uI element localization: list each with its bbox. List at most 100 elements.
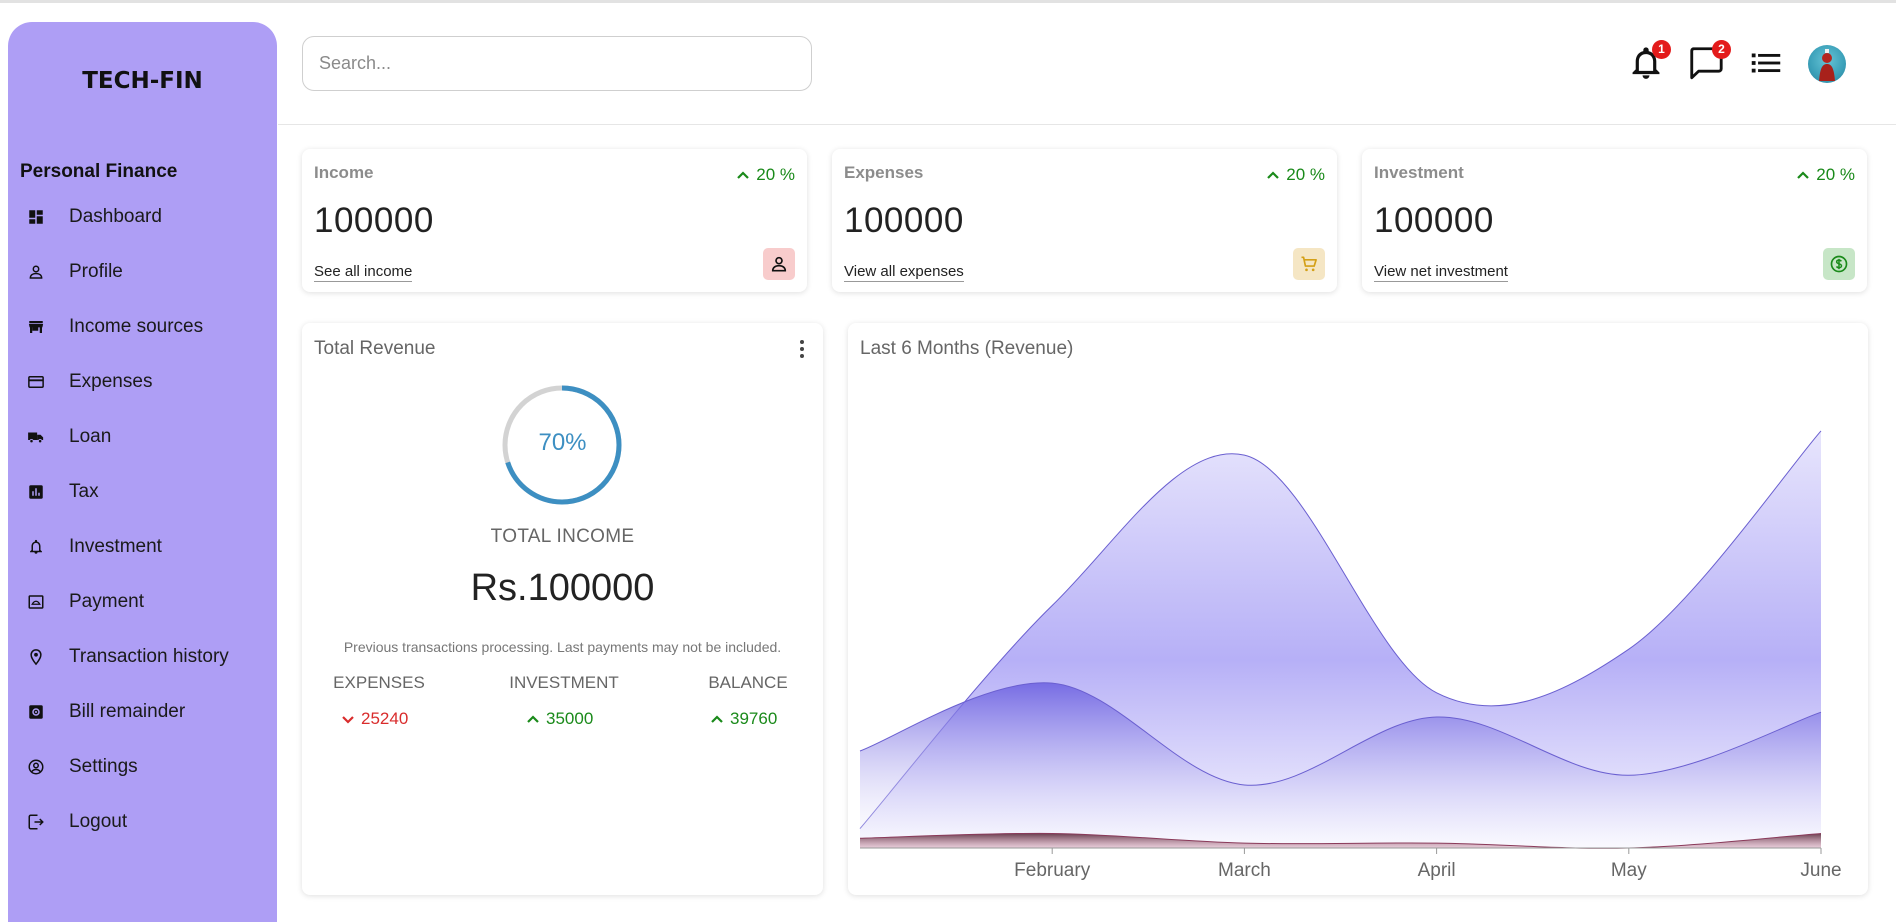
sidebar-item-label: Payment [69,591,144,612]
series-line-3 [859,832,1822,849]
location-icon-wrap [27,648,45,666]
stat-card-expenses: Expenses 20 % 100000 View all expenses [832,149,1337,292]
notifications-button[interactable]: 1 [1627,40,1671,82]
series-area-2 [860,682,1821,848]
summary-value-balance: 39760 [710,709,777,729]
window-top-border [0,0,1896,3]
x-tick-label: June [1800,860,1841,881]
stat-icon-box [1823,248,1855,280]
logout-icon [28,814,44,830]
sidebar-item-label: Profile [69,261,123,282]
summary-value-expenses: 25240 [341,709,408,729]
person-icon [29,265,43,279]
sidebar-item-label: Income sources [69,316,204,337]
chevron-up-icon [737,171,750,179]
credit-card-icon [28,376,44,388]
stat-icon-box [1293,248,1325,280]
income-progress-ring [502,385,622,505]
stat-change-value: 20 % [1286,165,1325,184]
stat-title: Income [314,163,374,182]
x-tick-label: May [1611,860,1647,881]
progress-percent-label: 70% [538,429,587,456]
more-options-icon[interactable] [799,339,805,359]
stat-value: 100000 [844,201,964,240]
sidebar-item-label: Logout [69,811,128,832]
stat-icon-box [763,248,795,280]
cart-icon [1301,256,1317,272]
chevron-up-icon [1267,171,1280,179]
logout-icon-wrap [27,813,45,831]
bar-chart-icon-wrap [27,483,45,501]
bell-icon [1632,47,1660,79]
wallet-icon [28,595,44,609]
sidebar-item-bill-remainder[interactable]: Bill remainder [8,692,277,732]
stat-title: Investment [1374,163,1464,182]
stat-card-income: Income 20 % 100000 See all income [302,149,807,292]
sidebar-item-payment[interactable]: Payment [8,582,277,622]
summary-label-expenses: EXPENSES [333,673,425,692]
bar-chart-icon [29,485,43,499]
total-income-label: TOTAL INCOME [490,526,635,547]
gear-box-icon [29,705,43,719]
sidebar-item-income-sources[interactable]: Income sources [8,307,277,347]
sidebar-item-label: Transaction history [69,646,229,667]
sidebar-item-label: Expenses [69,371,153,392]
chevron-up-icon [1797,171,1810,179]
bell-icon-wrap [27,538,45,556]
notifications-badge: 1 [1652,40,1671,59]
summary-value-text: 35000 [546,709,594,728]
series-line-1 [859,430,1822,829]
sidebar-item-label: Bill remainder [69,701,186,722]
summary-value-text: 39760 [730,709,778,728]
stat-value: 100000 [1374,201,1494,240]
stat-link[interactable]: View all expenses [844,263,964,282]
dollar-icon [1830,255,1848,273]
messages-badge: 2 [1712,40,1731,59]
menu-list-button[interactable] [1747,44,1785,82]
header-divider [278,124,1896,125]
stat-link[interactable]: View net investment [1374,263,1508,282]
sidebar-item-tax[interactable]: Tax [8,472,277,512]
sidebar-section-title: Personal Finance [20,161,178,182]
truck-icon-wrap [27,428,45,446]
chevron-up-icon [711,715,723,723]
stat-change-value: 20 % [1816,165,1855,184]
series-line-2 [859,682,1822,786]
truck-icon [28,432,44,444]
chevron-up-icon [527,715,539,723]
avatar-figure-icon [1819,49,1835,81]
sidebar-item-label: Loan [69,426,112,447]
chart-title: Last 6 Months (Revenue) [860,338,1074,359]
sidebar-item-loan[interactable]: Loan [8,417,277,457]
series-area-3 [860,833,1821,849]
sidebar-item-profile[interactable]: Profile [8,252,277,292]
stat-title: Expenses [844,163,924,182]
sidebar-item-logout[interactable]: Logout [8,802,277,842]
person-icon [771,256,787,272]
stat-link[interactable]: See all income [314,263,413,282]
summary-value-investment: 35000 [526,709,593,729]
sidebar-item-expenses[interactable]: Expenses [8,362,277,402]
brand-logo: TECH-FIN [82,68,203,94]
summary-value-text: 25240 [361,709,409,728]
stat-change: 20 % [736,165,795,185]
total-revenue-card: Total Revenue 70% TOTAL INCOME Rs.100000… [302,323,823,895]
summary-label-balance: BALANCE [708,673,788,692]
revenue-card-title: Total Revenue [314,338,436,359]
user-avatar[interactable] [1808,45,1846,83]
sidebar-item-settings[interactable]: Settings [8,747,277,787]
sidebar-item-label: Dashboard [69,206,162,227]
x-tick-label: April [1418,860,1456,881]
messages-button[interactable]: 2 [1687,40,1731,82]
x-tick-label: February [1014,860,1091,881]
dashboard-icon-wrap [27,208,45,226]
sidebar-item-investment[interactable]: Investment [8,527,277,567]
stat-change-value: 20 % [756,165,795,184]
store-icon-wrap [27,318,45,336]
revenue-area-chart: February March April May June [859,430,1842,881]
sidebar-item-label: Settings [69,756,138,777]
chevron-down-icon [342,716,354,724]
sidebar-item-dashboard[interactable]: Dashboard [8,197,277,237]
search-input[interactable] [302,36,812,91]
sidebar-item-transaction-history[interactable]: Transaction history [8,637,277,677]
